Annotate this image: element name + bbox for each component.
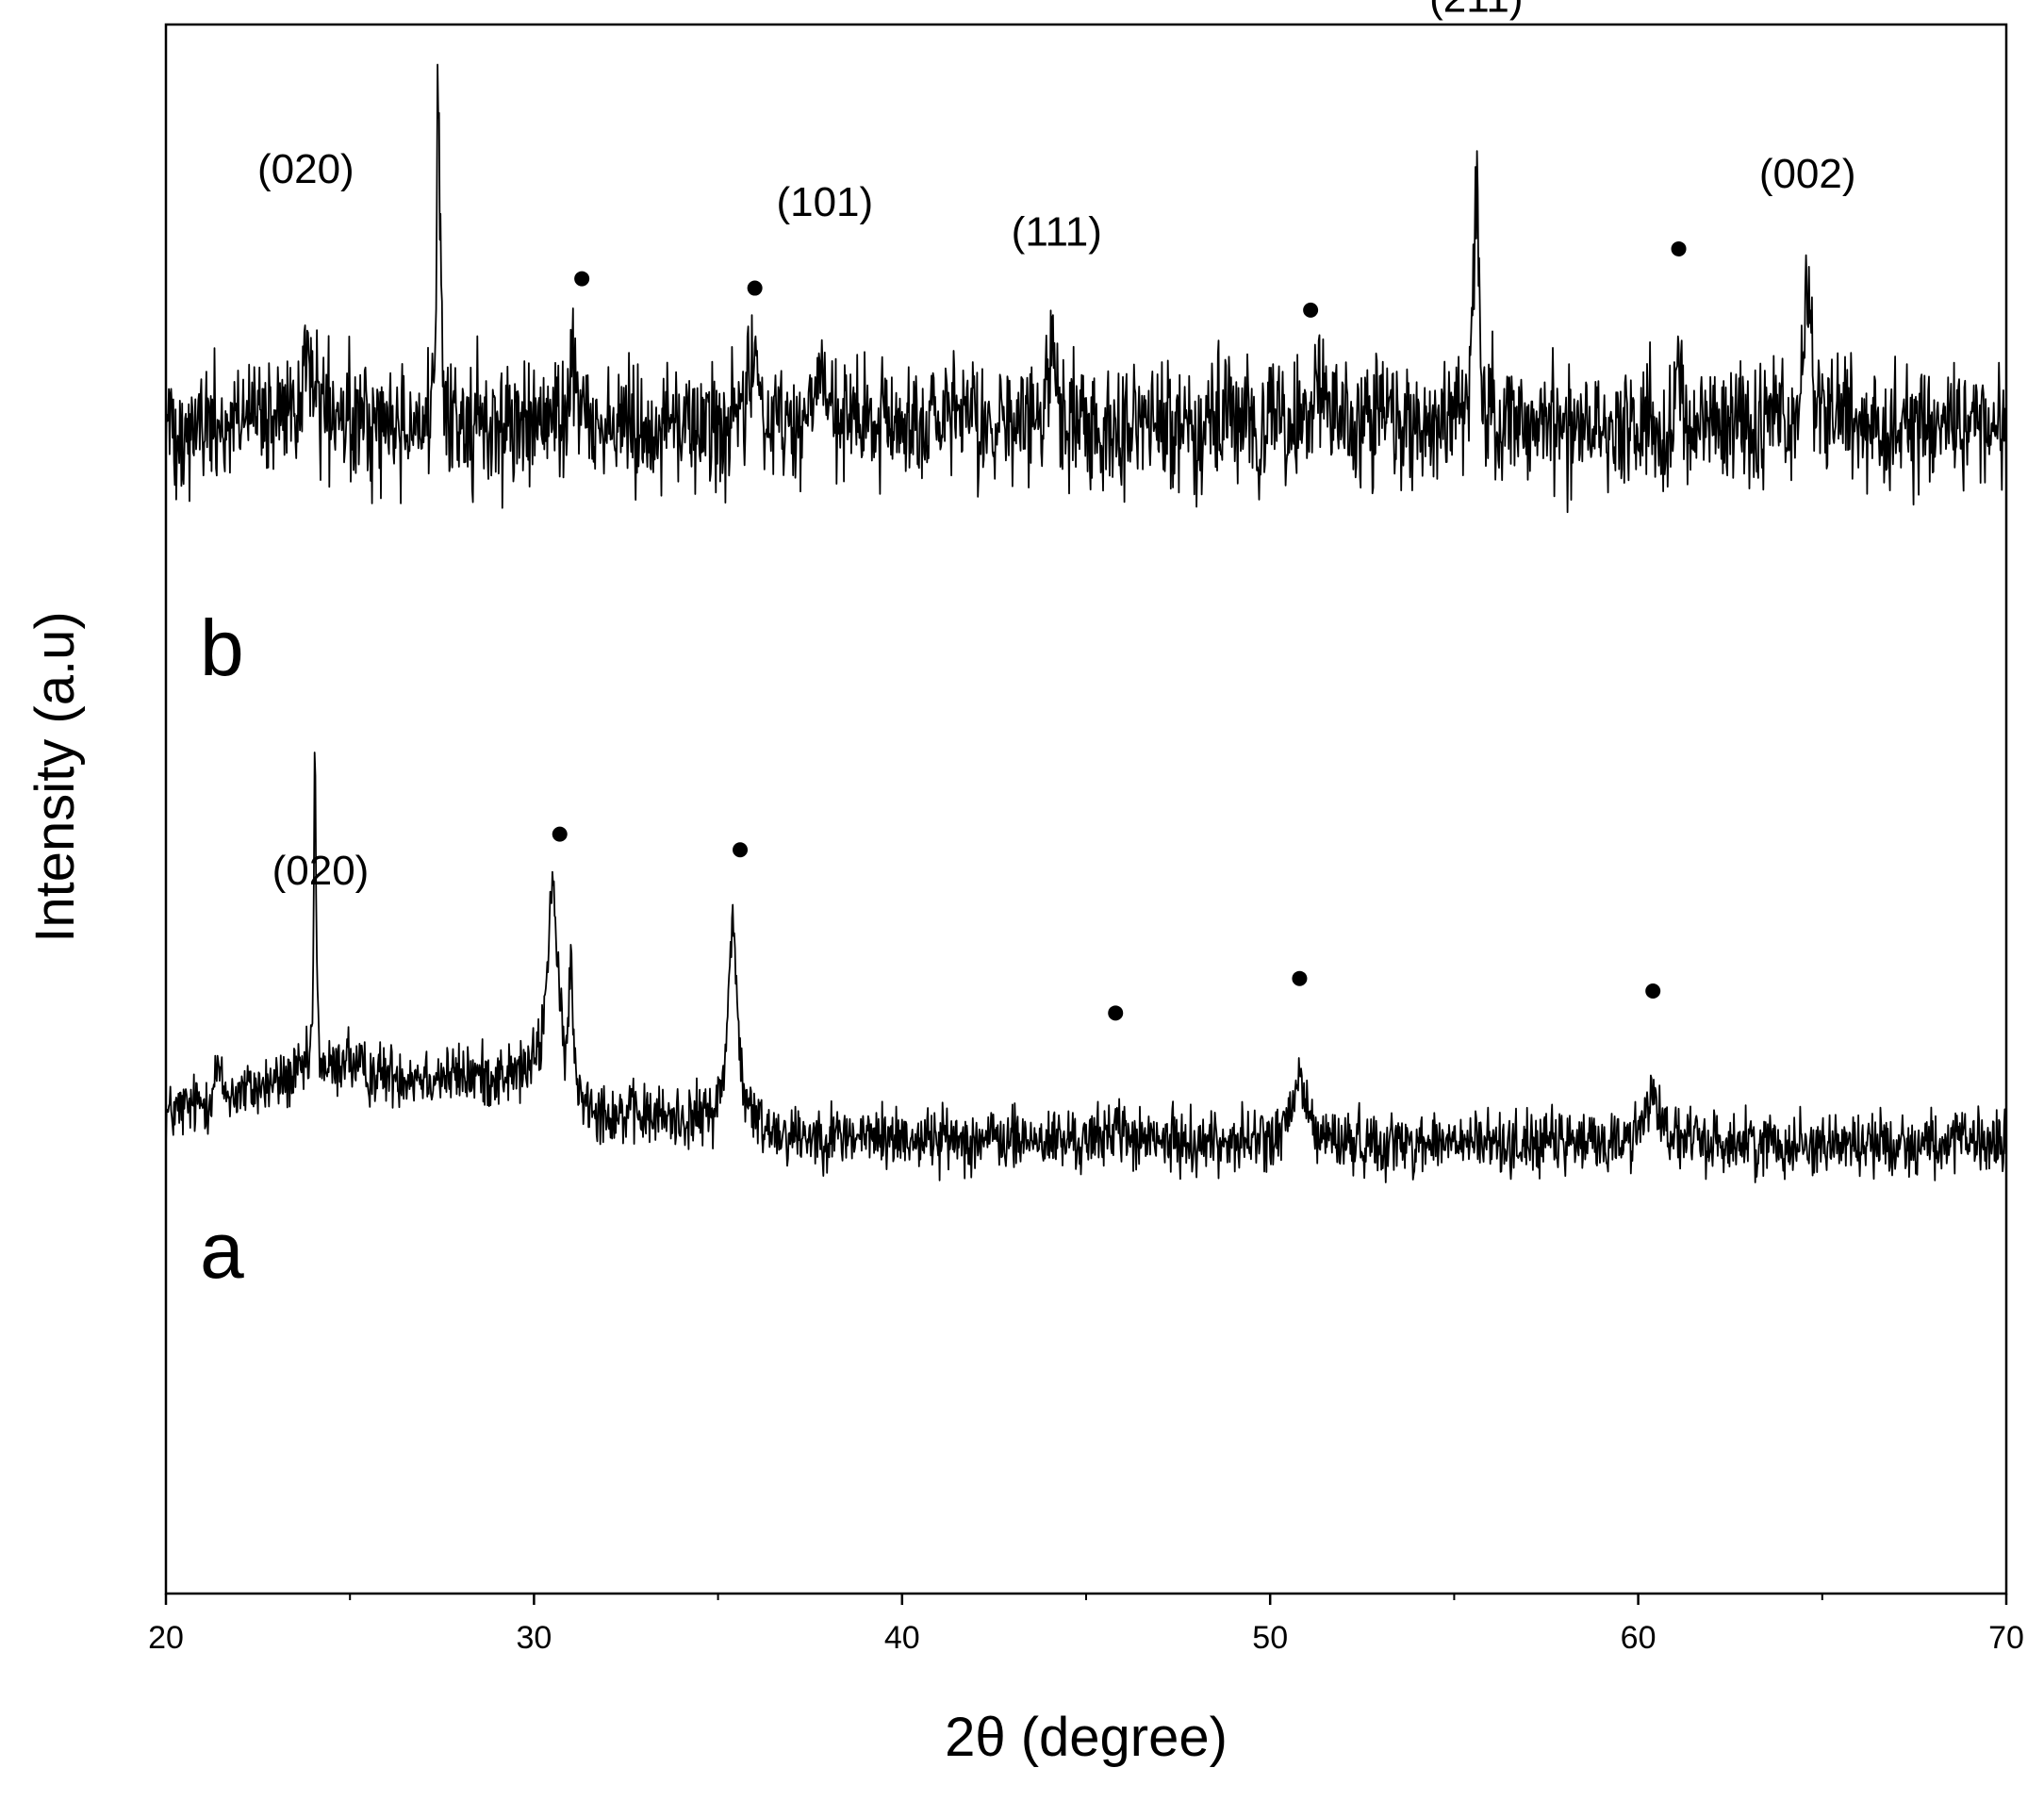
impurity-marker	[1303, 302, 1319, 318]
peak-label: (101)	[776, 179, 873, 225]
peak-annotations: (020)(020)(110)(101)(111)(211)(002)	[257, 0, 1856, 1021]
peak-label: (002)	[1759, 151, 1856, 197]
diffraction-traces	[165, 63, 2007, 1183]
y-axis-title: Intensity (a.u)	[25, 611, 86, 942]
x-tick-label: 50	[1252, 1620, 1288, 1656]
impurity-marker	[552, 826, 568, 842]
impurity-marker	[733, 842, 749, 858]
impurity-marker	[574, 271, 590, 287]
x-tick-label: 20	[148, 1620, 184, 1656]
peak-label: (111)	[1012, 209, 1102, 256]
x-axis-ticks: 20 30 40 50 60 70	[148, 1594, 2024, 1656]
peak-label: (020)	[257, 146, 354, 192]
impurity-marker	[1108, 1005, 1124, 1021]
impurity-marker	[1292, 970, 1308, 986]
plot-frame	[164, 23, 2008, 1595]
series-labels: ab	[200, 603, 244, 1295]
peak-label: (020)	[272, 848, 370, 894]
series-b-label: b	[200, 603, 244, 692]
x-tick-label: 40	[884, 1620, 920, 1656]
x-tick-label: 30	[516, 1620, 552, 1656]
series-a-trace	[165, 752, 2007, 1183]
impurity-marker	[747, 280, 763, 296]
peak-label: (211)	[1429, 0, 1523, 22]
x-tick-label: 60	[1621, 1620, 1657, 1656]
impurity-marker	[1671, 240, 1687, 256]
x-tick-label: 70	[1988, 1620, 2024, 1656]
series-a-label: a	[200, 1206, 244, 1295]
series-b-trace	[165, 63, 2007, 514]
impurity-marker	[1645, 983, 1661, 1000]
x-axis-title: 2θ (degree)	[945, 1707, 1228, 1768]
